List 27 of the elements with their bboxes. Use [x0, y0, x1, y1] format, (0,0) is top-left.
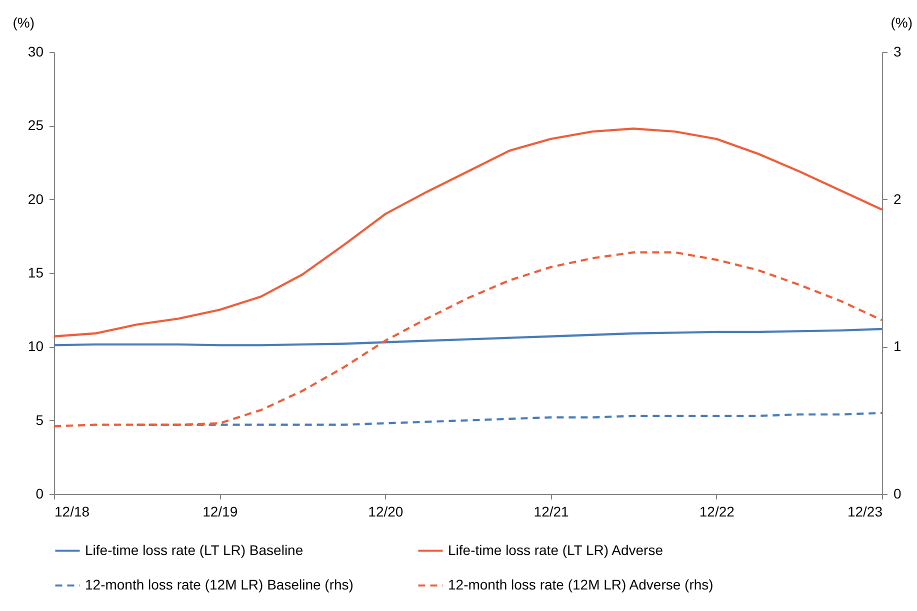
y-tick-label: 0	[36, 486, 44, 502]
legend-label: Life-time loss rate (LT LR) Baseline	[85, 542, 304, 558]
y-tick-label: 15	[28, 264, 44, 280]
legend-label: Life-time loss rate (LT LR) Adverse	[448, 542, 664, 558]
x-tick-label: 12/18	[54, 504, 90, 520]
x-tick-label: 12/21	[534, 504, 570, 520]
y2-tick-label: 1	[894, 338, 902, 354]
y-tick-label: 5	[36, 412, 44, 428]
x-tick-label: 12/22	[699, 504, 735, 520]
x-tick-label: 12/23	[847, 504, 883, 520]
legend-label: 12-month loss rate (12M LR) Baseline (rhs)	[85, 576, 354, 592]
y-tick-label: 20	[28, 190, 44, 207]
x-tick-label: 12/20	[368, 504, 404, 520]
y-tick-label: 10	[28, 338, 44, 354]
y-tick-label: 25	[28, 117, 44, 134]
y-axis-title: (%)	[12, 14, 34, 30]
y-tick-label: 30	[28, 44, 44, 60]
line-series	[52, 328, 884, 346]
legend-label: 12-month loss rate (12M LR) Adverse (rhs)	[448, 576, 714, 592]
line-series	[52, 251, 884, 428]
y2-tick-label: 3	[894, 44, 902, 60]
line-series	[136, 412, 884, 426]
y2-axis-title: (%)	[890, 14, 912, 30]
line-series	[52, 128, 884, 338]
y2-tick-label: 2	[894, 190, 902, 207]
x-tick-label: 12/19	[202, 504, 238, 520]
y2-tick-label: 0	[894, 486, 902, 502]
